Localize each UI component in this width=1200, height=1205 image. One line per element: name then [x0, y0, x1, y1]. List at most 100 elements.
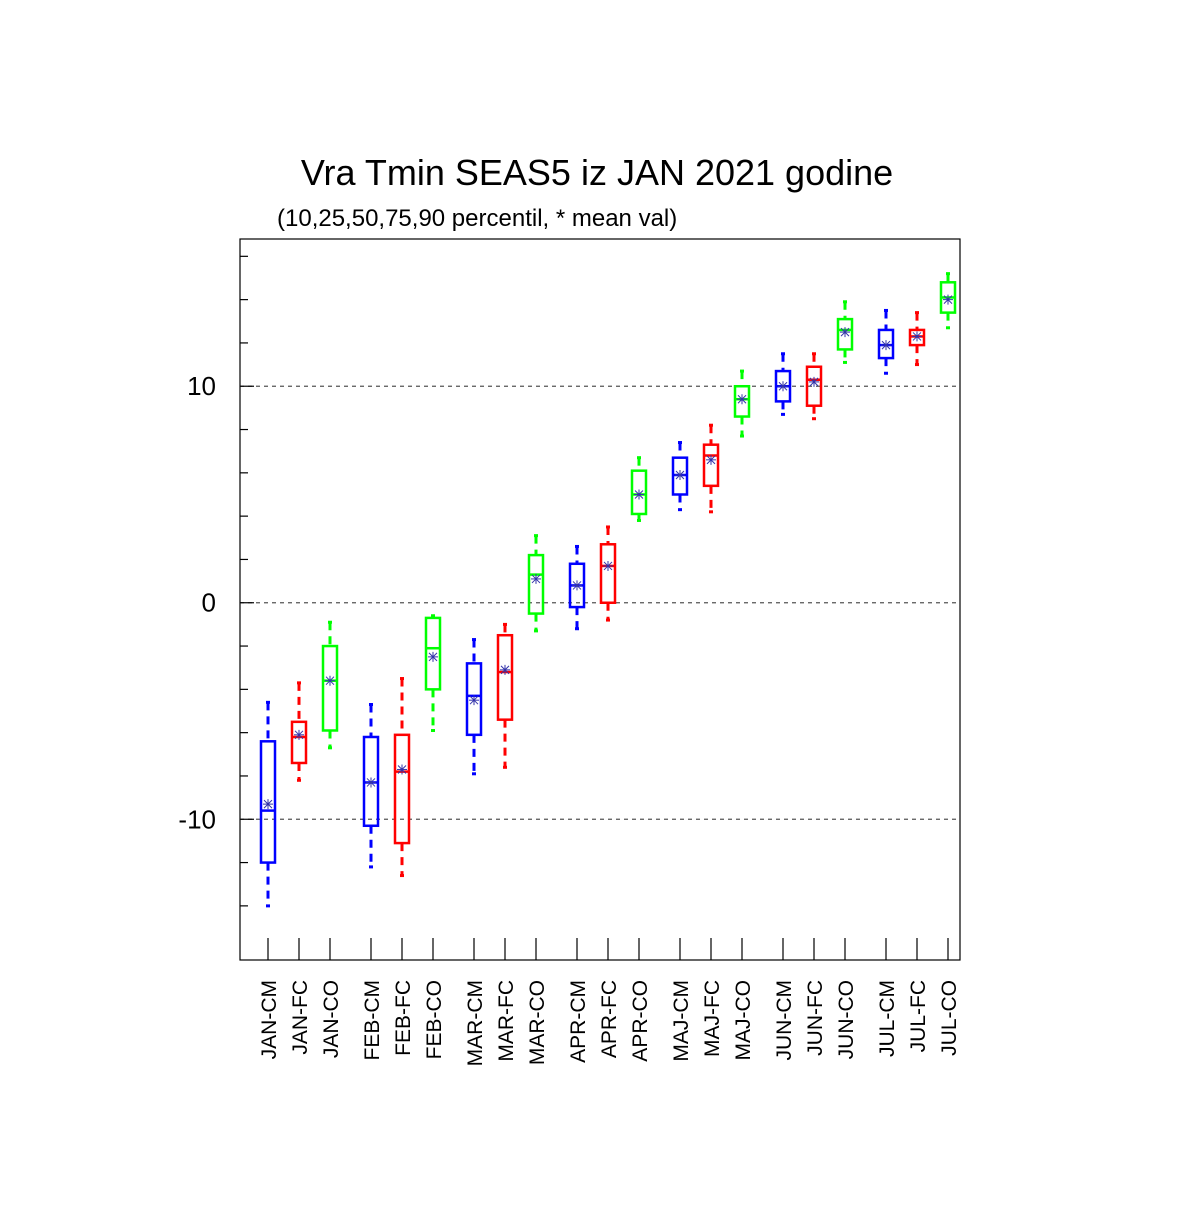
- x-tick-label: APR-FC: [598, 980, 621, 1058]
- mean-marker: [675, 470, 685, 481]
- mean-marker-d2: [294, 730, 304, 740]
- x-tick-label: MAJ-CM: [670, 980, 693, 1062]
- x-tick-label: MAR-FC: [495, 980, 518, 1062]
- mean-marker: [469, 695, 479, 706]
- box-feb-fc: [393, 677, 411, 878]
- mean-marker-d2: [634, 490, 644, 499]
- mean-marker-d2: [603, 561, 613, 571]
- mean-marker: [881, 340, 891, 351]
- box-apr-cm: [568, 544, 586, 631]
- box-jun-cm: [774, 352, 792, 416]
- mean-marker-d2: [809, 377, 819, 387]
- mean-marker: [572, 580, 582, 591]
- mean-marker: [809, 376, 819, 387]
- y-tick-label: -10: [178, 804, 216, 834]
- mean-marker: [778, 381, 788, 392]
- mean-marker-d2: [675, 470, 685, 480]
- x-tick-label: MAR-CM: [464, 980, 487, 1066]
- x-tick-label: APR-CO: [629, 980, 652, 1062]
- mean-marker-d2: [840, 327, 850, 337]
- mean-marker: [737, 394, 747, 405]
- box-iqr: [465, 662, 483, 737]
- box-iqr: [630, 469, 648, 516]
- box-mar-fc: [496, 622, 514, 769]
- mean-marker-d2: [500, 665, 510, 675]
- box-feb-cm: [362, 703, 380, 869]
- box-iqr: [424, 616, 442, 691]
- box-iqr: [702, 443, 720, 488]
- mean-marker-d2: [706, 455, 716, 465]
- box-jun-fc: [805, 352, 823, 421]
- chart-subtitle: (10,25,50,75,90 percentil, * mean val): [277, 205, 677, 232]
- box-jan-co: [321, 620, 339, 750]
- box-mar-co: [527, 534, 545, 633]
- mean-marker-d2: [397, 765, 407, 774]
- mean-marker: [397, 764, 407, 775]
- box-maj-co: [733, 369, 751, 438]
- mean-marker: [912, 331, 922, 342]
- x-tick-label: FEB-CO: [423, 980, 446, 1059]
- mean-marker-d2: [737, 394, 747, 404]
- y-axis: -10 0 10: [178, 255, 254, 907]
- x-tick-label: MAJ-CO: [732, 980, 755, 1061]
- mean-marker-d2: [469, 695, 479, 705]
- mean-marker: [634, 489, 644, 500]
- mean-marker: [531, 573, 541, 584]
- x-tick-label: JUN-FC: [804, 980, 827, 1056]
- x-tick-label: JAN-FC: [289, 980, 312, 1055]
- mean-marker-d2: [531, 574, 541, 584]
- box-apr-co: [630, 456, 648, 522]
- box-iqr: [393, 733, 411, 845]
- x-tick-label: JUN-CO: [835, 980, 858, 1059]
- box-iqr: [733, 384, 751, 418]
- mean-marker: [294, 729, 304, 740]
- y-tick-label: 10: [187, 371, 216, 401]
- box-iqr: [321, 644, 339, 732]
- mean-marker-d2: [428, 652, 438, 662]
- box-feb-co: [424, 614, 442, 732]
- box-jan-fc: [290, 681, 308, 782]
- x-tick-label: JUL-CM: [876, 980, 899, 1057]
- box-jul-fc: [908, 311, 926, 367]
- mean-marker-d2: [366, 778, 376, 787]
- box-iqr: [527, 553, 545, 615]
- x-tick-label: JUN-CM: [773, 980, 796, 1060]
- x-axis: JAN-CM JAN-FC JAN-CO FEB-CM FEB-FC FEB-CO MAR-…: [258, 938, 961, 1066]
- mean-marker-d2: [263, 799, 273, 809]
- mean-marker-d2: [943, 295, 953, 304]
- x-tick-label: JUL-CO: [938, 980, 961, 1056]
- mean-marker: [263, 799, 273, 810]
- x-tick-label: JAN-CO: [320, 980, 343, 1058]
- chart-title: Vra Tmin SEAS5 iz JAN 2021 godine: [301, 152, 893, 193]
- mean-marker: [603, 560, 613, 571]
- box-jun-co: [836, 300, 854, 364]
- mean-marker-d2: [912, 332, 922, 341]
- box-maj-cm: [671, 441, 689, 512]
- box-iqr: [599, 543, 617, 604]
- box-iqr: [259, 740, 277, 864]
- mean-marker: [325, 675, 335, 686]
- x-tick-label: MAJ-FC: [701, 980, 724, 1057]
- mean-marker: [706, 454, 716, 465]
- box-jul-cm: [877, 308, 895, 375]
- mean-marker-d2: [881, 340, 891, 350]
- box-iqr: [836, 317, 854, 351]
- mean-marker: [428, 651, 438, 662]
- x-tick-label: JUL-FC: [907, 980, 930, 1052]
- box-iqr: [290, 720, 308, 765]
- box-layer: [259, 272, 957, 908]
- box-mar-cm: [465, 638, 483, 776]
- box-jul-co: [939, 272, 957, 330]
- x-tick-label: FEB-CM: [361, 980, 384, 1061]
- x-tick-label: FEB-FC: [392, 980, 415, 1056]
- mean-marker-d2: [325, 676, 335, 686]
- mean-marker: [500, 664, 510, 675]
- mean-marker: [840, 327, 850, 338]
- x-tick-label: APR-CM: [567, 980, 590, 1063]
- mean-marker-d2: [778, 381, 788, 391]
- box-iqr: [496, 633, 514, 721]
- box-maj-fc: [702, 423, 720, 514]
- box-iqr: [805, 365, 823, 407]
